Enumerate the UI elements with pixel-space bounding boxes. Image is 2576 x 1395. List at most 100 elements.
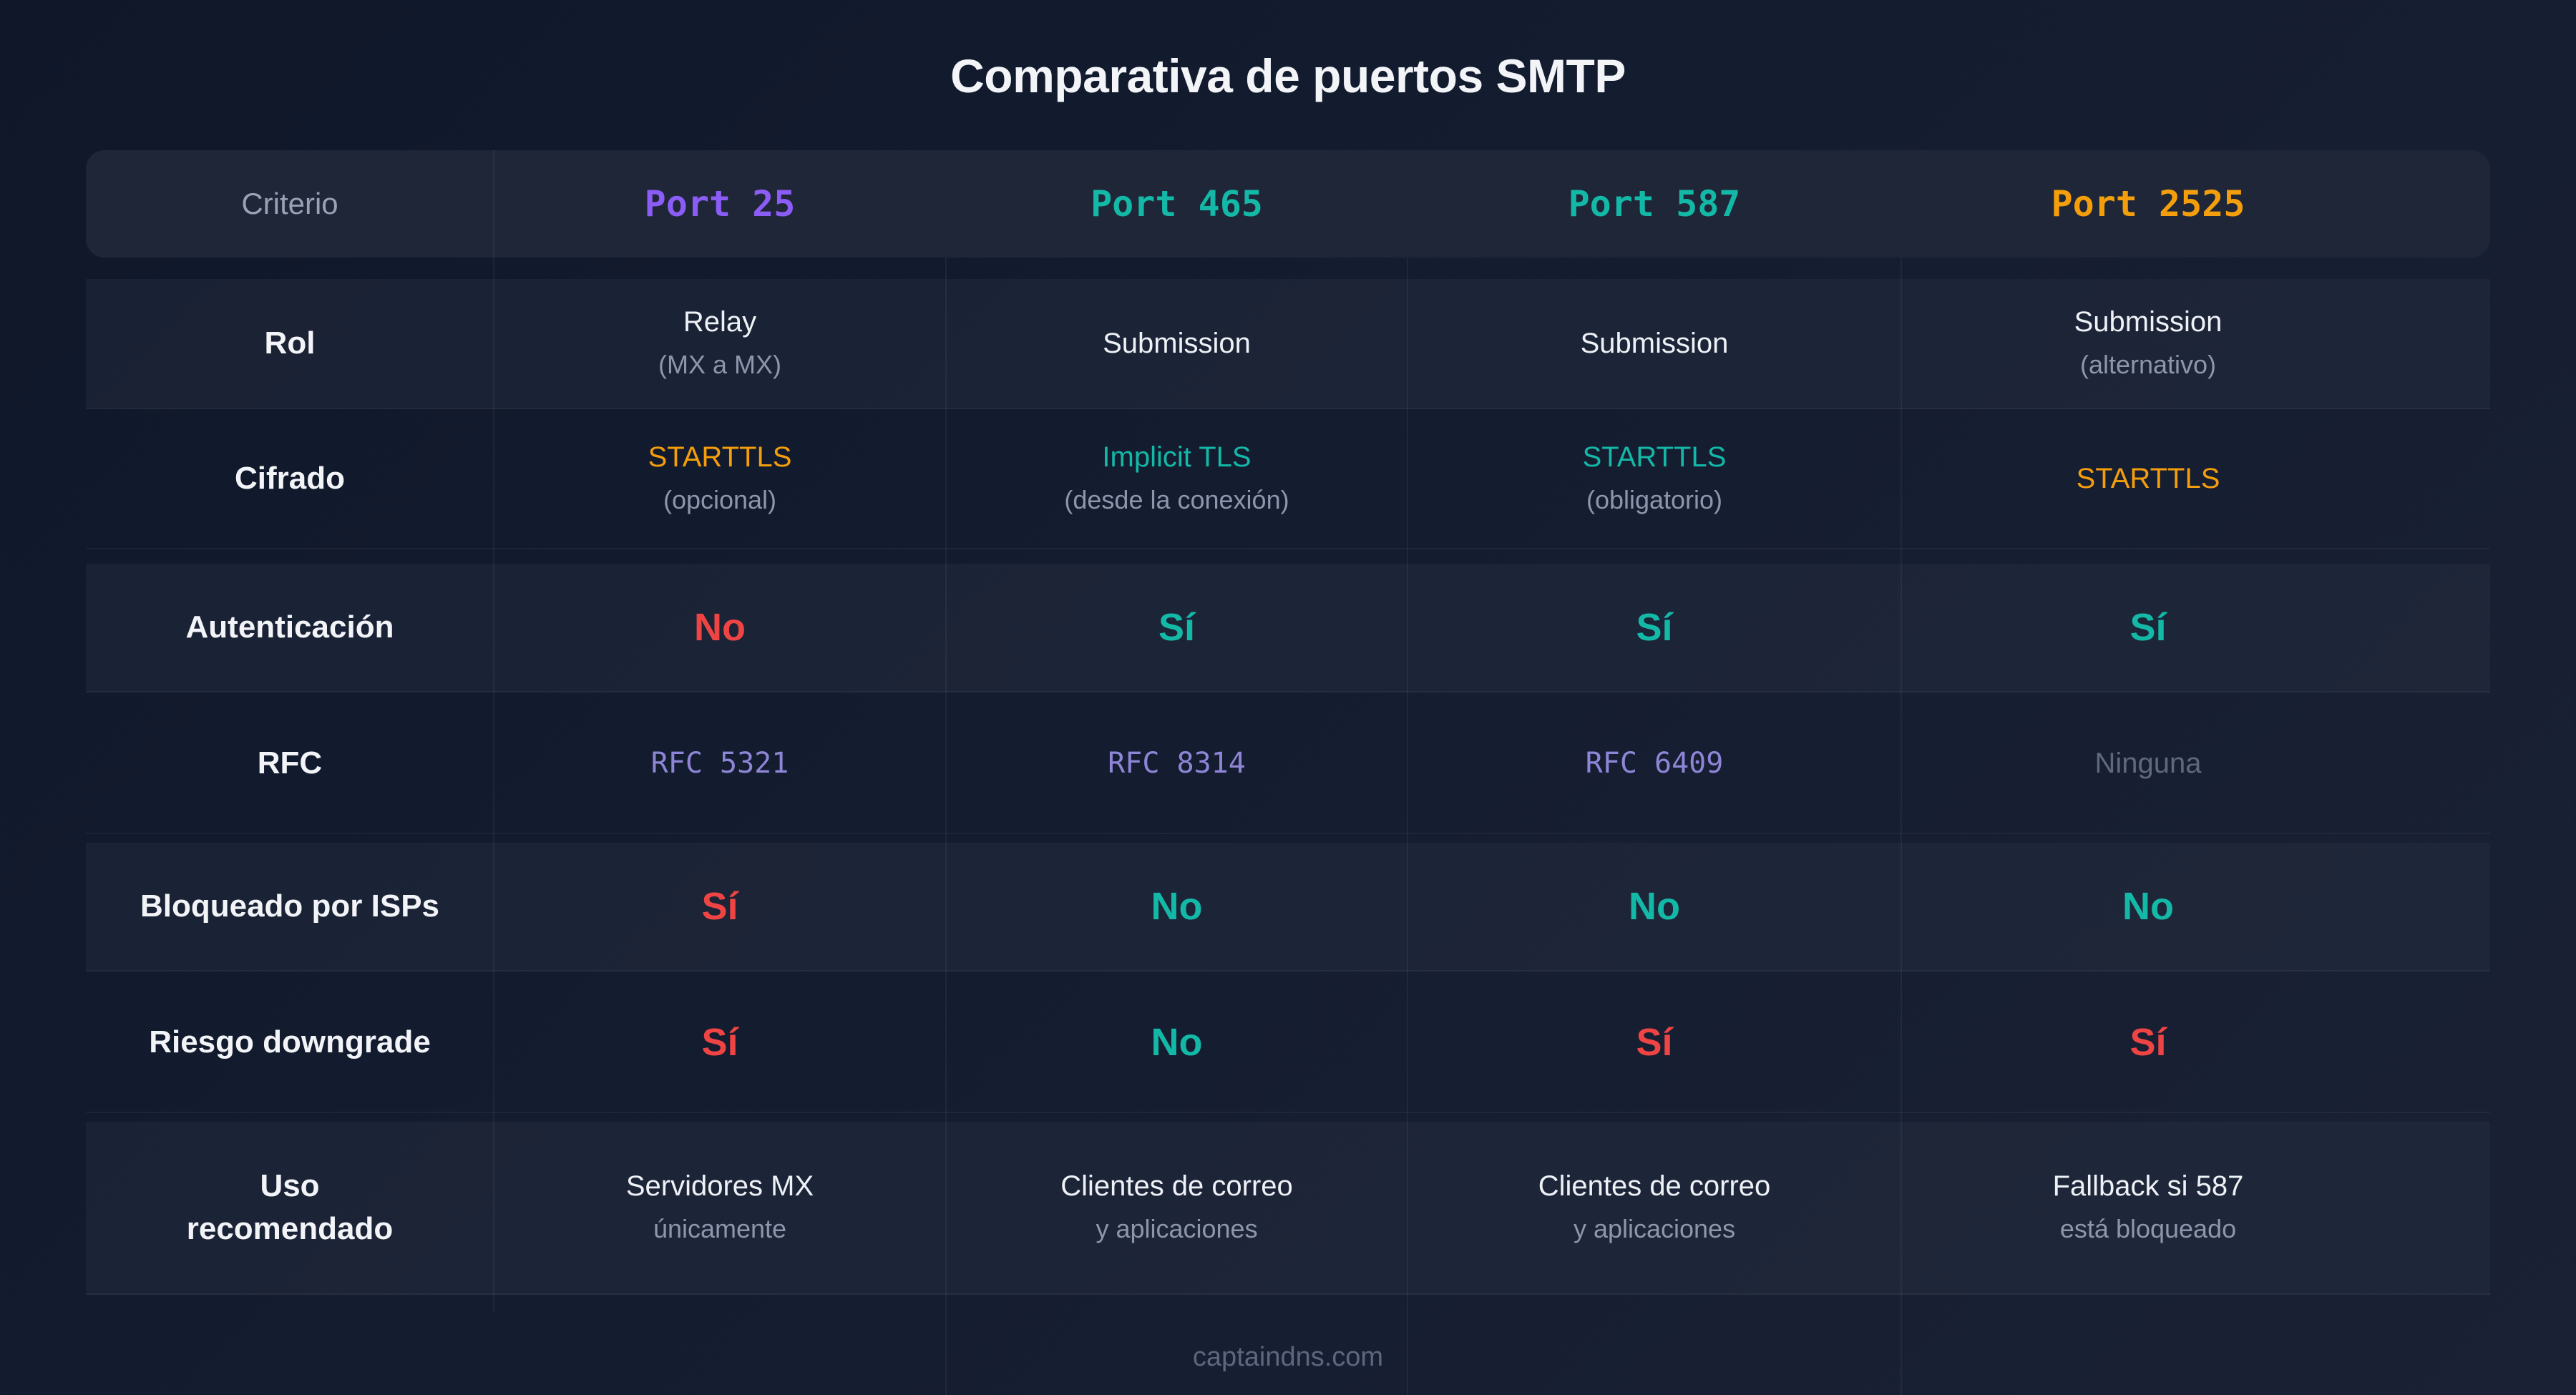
table-cell: RFC 8314 [946, 694, 1407, 833]
table-row-bloqueado: Bloqueado por ISPs Sí No No No [86, 843, 2490, 971]
cell-main-text: STARTTLS [2076, 463, 2220, 494]
table-cell: Fallback si 587 está bloqueado [1901, 1122, 2395, 1293]
table-cell: Sí [1407, 564, 1901, 691]
cell-value: Sí [2129, 606, 2167, 649]
cell-main-text: Submission [2074, 306, 2223, 338]
table-cell: No [946, 973, 1407, 1112]
table-row-uso: Uso recomendado Servidores MX únicamente… [86, 1122, 2490, 1295]
row-label-cell: Autenticación [86, 564, 494, 691]
header-port-587-label: Port 587 [1568, 183, 1741, 225]
cell-sub-text: (alternativo) [2079, 350, 2217, 379]
cell-value: Sí [701, 1021, 738, 1064]
cell-value: No [2122, 885, 2174, 928]
table-header: Criterio Port 25 Port 465 Port 587 Port … [86, 150, 2490, 258]
cell-value: No [1629, 885, 1680, 928]
cell-main-text: Submission [1580, 328, 1729, 359]
cell-value: Ninguna [2094, 748, 2202, 779]
row-label-autenticacion: Autenticación [185, 610, 394, 645]
row-label-cell: Rol [86, 279, 494, 408]
table-cell: Implicit TLS (desde la conexión) [946, 409, 1407, 548]
cell-value: No [694, 606, 746, 649]
table-cell: No [494, 564, 946, 691]
cell-main-text: Submission [1103, 328, 1251, 359]
table-cell: Submission [1407, 279, 1901, 408]
table-cell: Submission (alternativo) [1901, 279, 2395, 408]
table-cell: Submission [946, 279, 1407, 408]
header-cell-port-2525: Port 2525 [1901, 150, 2395, 258]
header-port-2525-label: Port 2525 [2051, 183, 2245, 225]
row-label-rol: Rol [264, 326, 316, 361]
row-label-cell: Uso recomendado [86, 1122, 494, 1293]
column-divider [945, 258, 947, 1395]
cell-main-text: STARTTLS [648, 441, 792, 473]
cell-main-text: Servidores MX [625, 1170, 814, 1202]
cell-main-text: Clientes de correo [1538, 1170, 1771, 1202]
header-port-465-label: Port 465 [1091, 183, 1263, 225]
cell-main-text: STARTTLS [1582, 441, 1727, 473]
table-cell: Sí [1407, 973, 1901, 1112]
table-cell: Clientes de correo y aplicaciones [946, 1122, 1407, 1293]
table-cell: STARTTLS [1901, 409, 2395, 548]
cell-sub-text: (opcional) [663, 485, 777, 514]
row-label-cell: RFC [86, 694, 494, 833]
page-title: Comparativa de puertos SMTP [950, 49, 1626, 102]
cell-value: RFC 8314 [1108, 747, 1246, 780]
table-cell: No [946, 843, 1407, 970]
row-label-cell: Riesgo downgrade [86, 973, 494, 1112]
cell-value: RFC 6409 [1585, 747, 1724, 780]
cell-value: No [1151, 1021, 1203, 1064]
table-row-rfc: RFC RFC 5321 RFC 8314 RFC 6409 Ninguna [86, 694, 2490, 834]
table-cell: Sí [946, 564, 1407, 691]
table-row-riesgo: Riesgo downgrade Sí No Sí Sí [86, 973, 2490, 1113]
cell-sub-text: (obligatorio) [1586, 485, 1723, 514]
cell-value: Sí [1636, 1021, 1673, 1064]
table-cell: Sí [494, 843, 946, 970]
table-row-cifrado: Cifrado STARTTLS (opcional) Implicit TLS… [86, 409, 2490, 549]
cell-main-text: Clientes de correo [1060, 1170, 1293, 1202]
header-cell-criterio: Criterio [86, 150, 494, 258]
table-cell: Relay (MX a MX) [494, 279, 946, 408]
table-cell: STARTTLS (opcional) [494, 409, 946, 548]
cell-value: No [1151, 885, 1203, 928]
cell-value: Sí [701, 885, 738, 928]
cell-value: Sí [1636, 606, 1673, 649]
row-label-uso-line1: Uso [260, 1168, 320, 1203]
row-label-bloqueado: Bloqueado por ISPs [140, 889, 440, 924]
cell-sub-text: (desde la conexión) [1064, 485, 1289, 514]
row-label-cell: Cifrado [86, 409, 494, 548]
cell-main-text: Fallback si 587 [2052, 1170, 2244, 1202]
cell-main-text: Relay [683, 306, 757, 338]
footer-credit: captaindns.com [1192, 1342, 1384, 1372]
table-cell: Clientes de correo y aplicaciones [1407, 1122, 1901, 1293]
cell-sub-text: está bloqueado [2059, 1214, 2237, 1243]
header-cell-port-465: Port 465 [946, 150, 1407, 258]
header-criterio-label: Criterio [241, 187, 338, 220]
table-cell: RFC 5321 [494, 694, 946, 833]
cell-value: Sí [2129, 1021, 2167, 1064]
column-divider [493, 150, 494, 1313]
row-label-cell: Bloqueado por ISPs [86, 843, 494, 970]
cell-sub-text: y aplicaciones [1573, 1214, 1736, 1243]
table-row-autenticacion: Autenticación No Sí Sí Sí [86, 564, 2490, 692]
row-label-uso-line2: recomendado [186, 1211, 394, 1246]
header-cell-port-587: Port 587 [1407, 150, 1901, 258]
row-label-rfc: RFC [257, 745, 323, 780]
table-cell: Sí [1901, 564, 2395, 691]
row-label-riesgo: Riesgo downgrade [149, 1024, 431, 1059]
table-cell: Sí [494, 973, 946, 1112]
cell-value: Sí [1158, 606, 1196, 649]
cell-sub-text: (MX a MX) [658, 350, 781, 379]
cell-sub-text: y aplicaciones [1096, 1214, 1258, 1243]
table-row-rol: Rol Relay (MX a MX) Submission Submissio… [86, 279, 2490, 409]
header-cell-port-25: Port 25 [494, 150, 946, 258]
cell-sub-text: únicamente [653, 1214, 787, 1243]
cell-value: RFC 5321 [650, 747, 789, 780]
table-cell: Sí [1901, 973, 2395, 1112]
table-cell: STARTTLS (obligatorio) [1407, 409, 1901, 548]
table-cell: No [1901, 843, 2395, 970]
row-label-cifrado: Cifrado [235, 461, 345, 496]
cell-main-text: Implicit TLS [1102, 441, 1252, 473]
column-divider [1901, 258, 1902, 1395]
table-cell: Ninguna [1901, 694, 2395, 833]
table-cell: RFC 6409 [1407, 694, 1901, 833]
